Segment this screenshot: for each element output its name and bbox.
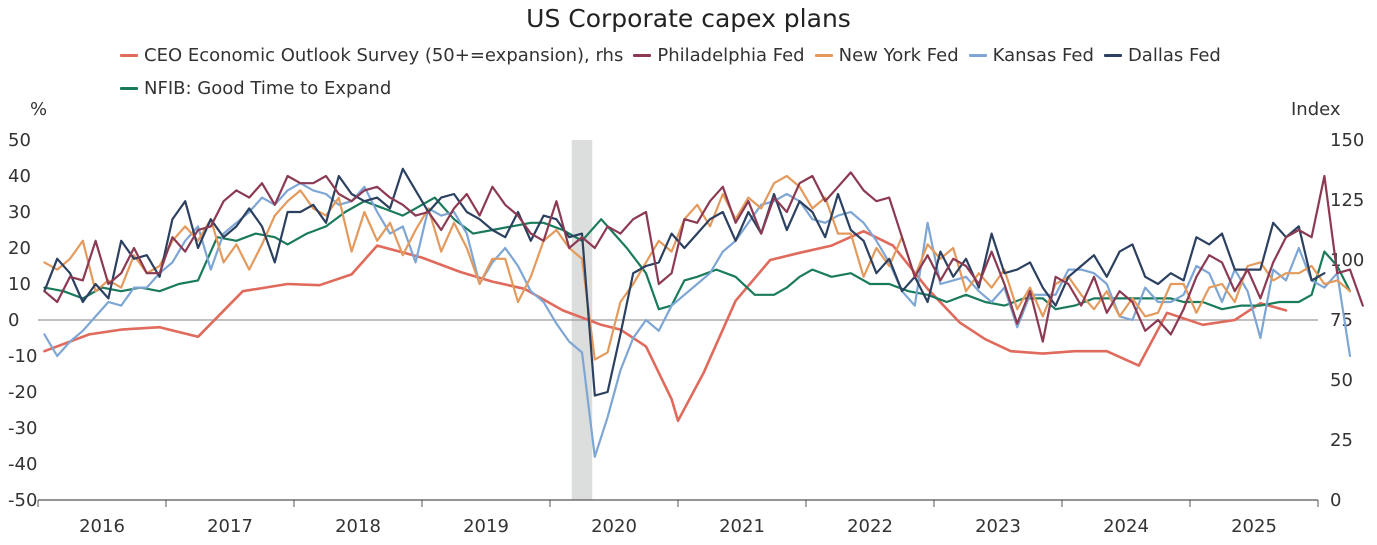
right-tick-label: 150 [1330,130,1364,151]
series-line-5 [43,196,1352,311]
series-line-2 [43,174,1352,361]
legend-row: NFIB: Good Time to Expand [120,75,1270,101]
legend-item-kansas: Kansas Fed [968,44,1094,66]
right-tick-label: 50 [1330,370,1353,391]
legend-item-philadelphia: Philadelphia Fed [633,44,805,66]
series-line-3 [43,182,1352,458]
right-tick-label: 100 [1330,250,1364,271]
right-tick-label: 125 [1330,190,1364,211]
legend-label-kansas: Kansas Fed [992,44,1094,66]
x-tick-label: 2023 [975,516,1021,537]
legend-item-ceo: CEO Economic Outlook Survey (50+=expansi… [120,45,623,66]
x-tick-label: 2021 [719,516,765,537]
left-tick-label: -40 [8,454,37,475]
legend-swatch-nfib [120,86,138,90]
left-tick-label: -20 [8,382,37,403]
chart-title: US Corporate capex plans [526,4,851,33]
left-tick-label: 10 [8,274,31,295]
left-tick-label: -30 [8,418,37,439]
right-tick-label: 25 [1330,430,1353,451]
left-axis-unit: % [30,99,48,120]
legend: CEO Economic Outlook Survey (50+=expansi… [120,42,1270,108]
series-line-0 [43,229,1288,423]
left-tick-label: -10 [8,346,37,367]
x-tick-label: 2019 [463,516,509,537]
series-line-4 [43,167,1326,397]
legend-label-nfib: NFIB: Good Time to Expand [144,77,392,99]
x-tick-label: 2024 [1103,516,1149,537]
x-tick-label: 2017 [207,516,253,537]
x-tick-label: 2020 [591,516,637,537]
x-tick-label: 2025 [1231,516,1277,537]
left-tick-label: -50 [8,490,37,511]
left-tick-label: 0 [8,310,19,331]
legend-swatch-kansas [968,53,987,57]
legend-item-nfib: NFIB: Good Time to Expand [120,78,391,99]
legend-label-dallas: Dallas Fed [1127,44,1221,66]
legend-item-new-york: New York Fed [814,44,959,66]
legend-swatch-ceo [120,53,138,57]
legend-swatch-new-york [814,53,833,57]
x-tick-label: 2022 [847,516,893,537]
left-tick-label: 20 [8,238,31,259]
left-tick-label: 40 [8,166,31,187]
legend-label-philadelphia: Philadelphia Fed [657,44,805,66]
left-tick-label: 30 [8,202,31,223]
legend-item-dallas: Dallas Fed [1103,44,1221,66]
legend-swatch-philadelphia [633,53,652,57]
right-tick-label: 0 [1330,490,1341,511]
legend-label-new-york: New York Fed [838,44,959,66]
right-axis-unit: Index [1291,99,1341,120]
x-tick-label: 2018 [335,516,381,537]
x-tick-label: 2016 [79,516,125,537]
left-tick-label: 50 [8,130,31,151]
legend-label-ceo: CEO Economic Outlook Survey (50+=expansi… [144,44,624,66]
legend-row: CEO Economic Outlook Survey (50+=expansi… [120,42,1270,68]
legend-swatch-dallas [1103,53,1122,57]
right-tick-label: 75 [1330,310,1353,331]
series-line-1 [43,171,1364,343]
